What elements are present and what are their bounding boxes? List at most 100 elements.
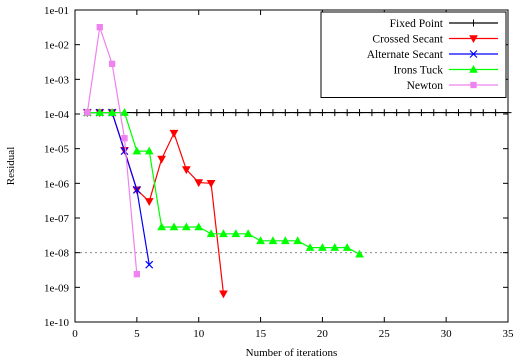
y-tick-label: 1e-02 [44,40,69,52]
data-point-fixed-point [306,109,314,117]
data-point-fixed-point [145,109,153,117]
data-point-fixed-point [158,109,166,117]
legend-label-fixed-point: Fixed Point [390,18,444,30]
data-point-irons-tuck [318,243,327,251]
data-point-irons-tuck [157,222,166,231]
series-alternate-secant [83,108,154,269]
data-point-crossed-secant [219,290,228,299]
data-point-irons-tuck [280,236,290,245]
series-line-crossed-secant [87,111,225,294]
data-point-fixed-point [368,109,376,117]
data-point-irons-tuck [305,243,315,251]
data-point-crossed-secant [194,179,204,188]
x-tick-label: 0 [72,328,78,340]
y-tick-label: 1e-08 [44,248,70,260]
data-point-irons-tuck [120,108,129,116]
legend-marker-irons-tuck [469,64,478,73]
data-point-fixed-point [133,109,141,117]
data-point-irons-tuck [243,229,253,238]
data-point-fixed-point [269,109,277,117]
data-point-alternate-secant [132,185,141,194]
series-newton [84,24,141,278]
data-point-irons-tuck [293,236,303,245]
data-point-fixed-point [479,109,487,117]
data-point-alternate-secant [145,260,154,269]
y-tick-label: 1e-09 [44,282,70,294]
data-point-irons-tuck [330,243,340,251]
data-point-fixed-point [393,109,401,117]
data-point-fixed-point [356,109,364,117]
data-point-fixed-point [232,109,240,117]
legend-label-irons-tuck: Irons Tuck [393,65,443,77]
data-point-fixed-point [380,109,388,117]
series-crossed-secant [83,109,228,299]
legend-marker-alternate-secant [469,50,478,58]
x-tick-label: 15 [255,328,267,340]
data-point-fixed-point [257,109,265,117]
data-point-fixed-point [294,109,302,117]
data-point-irons-tuck [107,108,117,116]
data-point-irons-tuck [219,229,228,238]
y-tick-label: 1e-03 [44,74,70,86]
y-tick-label: 1e-04 [44,109,70,121]
legend-marker-crossed-secant [469,35,478,44]
x-axis-label: Number of iterations [246,347,338,359]
data-point-irons-tuck [169,222,179,231]
legend-label-crossed-secant: Crossed Secant [372,34,443,46]
data-point-irons-tuck [132,146,142,155]
legend: Fixed Point Crossed Secant Alternate Secan… [320,11,507,98]
data-point-irons-tuck [268,236,278,245]
data-point-fixed-point [405,109,413,117]
data-point-irons-tuck [194,222,204,231]
legend-label-newton: Newton [407,80,444,92]
x-tick-label: 20 [317,328,329,340]
data-point-irons-tuck [95,108,105,116]
data-point-fixed-point [207,109,215,117]
data-point-crossed-secant [206,180,216,188]
data-point-fixed-point [281,109,289,117]
x-tick-label: 10 [193,328,205,340]
x-tick-label: 5 [134,328,140,340]
data-point-fixed-point [492,109,500,117]
data-point-fixed-point [343,109,351,117]
y-tick-label: 1e-06 [44,178,70,190]
series-irons-tuck [83,108,364,258]
data-point-newton [133,271,141,278]
data-point-fixed-point [318,109,326,117]
legend-marker-newton [470,81,477,89]
data-point-fixed-point [244,109,252,117]
data-point-newton [84,109,91,116]
data-point-fixed-point [331,109,339,117]
axis-layer: 0 5 10 15 20 25 30 35 1e-10 1e-09 1e-08 1e-07 1e-06 1… [44,5,514,340]
data-point-fixed-point [417,109,425,117]
data-point-newton [108,60,116,67]
data-point-crossed-secant [157,155,166,164]
data-point-irons-tuck [206,229,216,238]
data-point-irons-tuck [144,146,154,155]
data-point-irons-tuck [355,249,364,258]
y-tick-label: 1e-07 [44,213,70,225]
y-tick-label: 1e-01 [44,5,69,17]
data-point-fixed-point [430,109,438,117]
data-point-alternate-secant [120,147,129,156]
data-point-irons-tuck [181,222,191,231]
data-point-fixed-point [195,109,203,117]
x-tick-label: 25 [379,328,391,340]
y-axis-label: Residual [5,147,17,186]
y-tick-label: 1e-05 [44,144,70,156]
data-point-fixed-point [467,109,475,117]
legend-marker-fixed-point [470,19,477,27]
data-point-fixed-point [170,109,178,117]
data-point-fixed-point [442,109,450,117]
series-fixed-point [83,109,512,117]
data-point-irons-tuck [256,236,265,245]
data-point-fixed-point [455,109,463,117]
data-point-irons-tuck [231,229,241,238]
plot-frame [74,9,509,323]
legend-label-alternate-secant: Alternate Secant [367,49,444,61]
series-layer [83,24,512,299]
data-point-crossed-secant [144,198,154,206]
y-tick-label: 1e-10 [44,317,70,329]
data-point-crossed-secant [181,166,191,175]
